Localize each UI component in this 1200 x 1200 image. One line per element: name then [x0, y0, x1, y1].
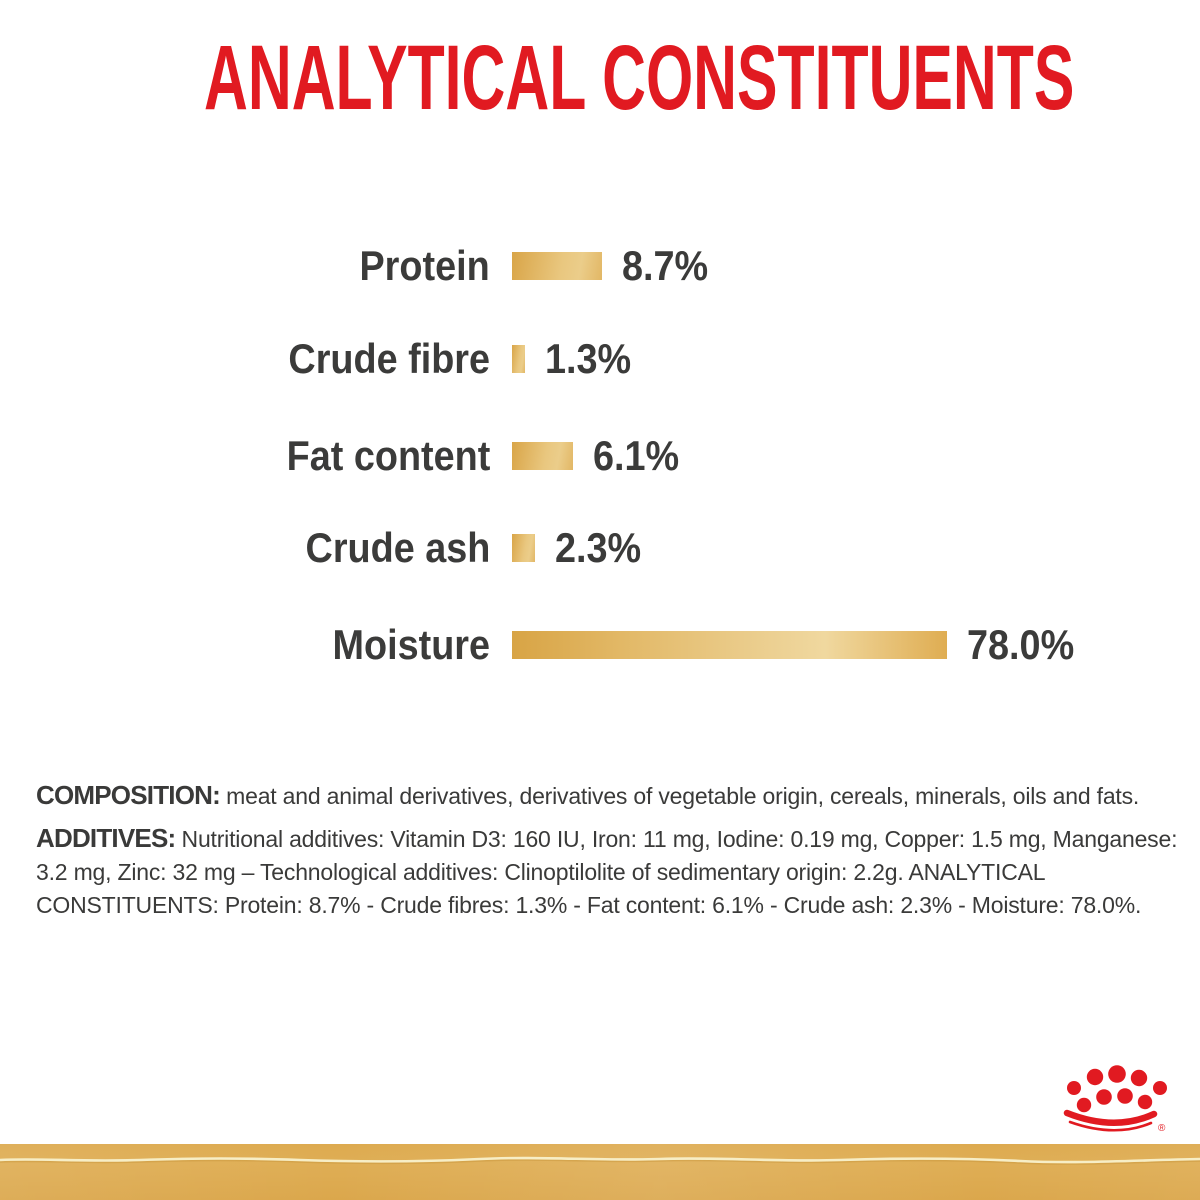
bar-label-moisture: Moisture: [332, 621, 490, 668]
bar-moisture: [512, 631, 947, 659]
bar-protein: [512, 252, 602, 280]
page-title: ANALYTICAL CONSTITUENTS: [203, 27, 1075, 129]
gold-footer-band: [0, 1144, 1200, 1200]
composition-text: meat and animal derivatives, derivatives…: [219, 783, 1140, 809]
ingredients-text-block: COMPOSITION: meat and animal derivatives…: [36, 779, 1178, 922]
crown-icon: ®: [1063, 1065, 1167, 1134]
bar-value-protein: 8.7%: [622, 242, 709, 289]
chart-row-crude-ash: Crude ash 2.3%: [0, 515, 651, 581]
additives-text: Nutritional additives: Vitamin D3: 160 I…: [36, 826, 1178, 918]
bar-label-crude-fibre: Crude fibre: [288, 335, 490, 382]
composition-paragraph: COMPOSITION: meat and animal derivatives…: [36, 779, 1178, 813]
additives-heading: ADDITIVES:: [36, 823, 176, 853]
bar-crude-ash: [512, 534, 535, 562]
analytical-constituents-bar-chart: Protein 8.7% Crude fibre 1.3% Fat conten…: [0, 233, 1086, 678]
chart-row-crude-fibre: Crude fibre 1.3%: [0, 326, 641, 392]
additives-paragraph: ADDITIVES: Nutritional additives: Vitami…: [36, 822, 1178, 922]
bar-value-crude-ash: 2.3%: [555, 524, 642, 571]
chart-row-moisture: Moisture 78.0%: [0, 612, 1086, 678]
registered-mark: ®: [1158, 1123, 1166, 1134]
royal-canin-crown-logo: ®: [1058, 1064, 1173, 1136]
bar-label-protein: Protein: [359, 242, 490, 289]
bar-crude-fibre: [512, 345, 525, 373]
bar-fat-content: [512, 442, 573, 470]
bar-label-crude-ash: Crude ash: [305, 524, 490, 571]
bar-value-crude-fibre: 1.3%: [545, 335, 632, 382]
bar-value-fat-content: 6.1%: [593, 432, 680, 479]
bar-label-fat-content: Fat content: [286, 432, 490, 479]
chart-row-protein: Protein 8.7%: [0, 233, 718, 299]
composition-heading: COMPOSITION:: [36, 780, 221, 810]
gold-band-sheen: [0, 1144, 1200, 1200]
gold-band-wavy-line: [0, 1156, 1200, 1165]
bar-value-moisture: 78.0%: [967, 621, 1075, 668]
chart-row-fat-content: Fat content 6.1%: [0, 423, 689, 489]
